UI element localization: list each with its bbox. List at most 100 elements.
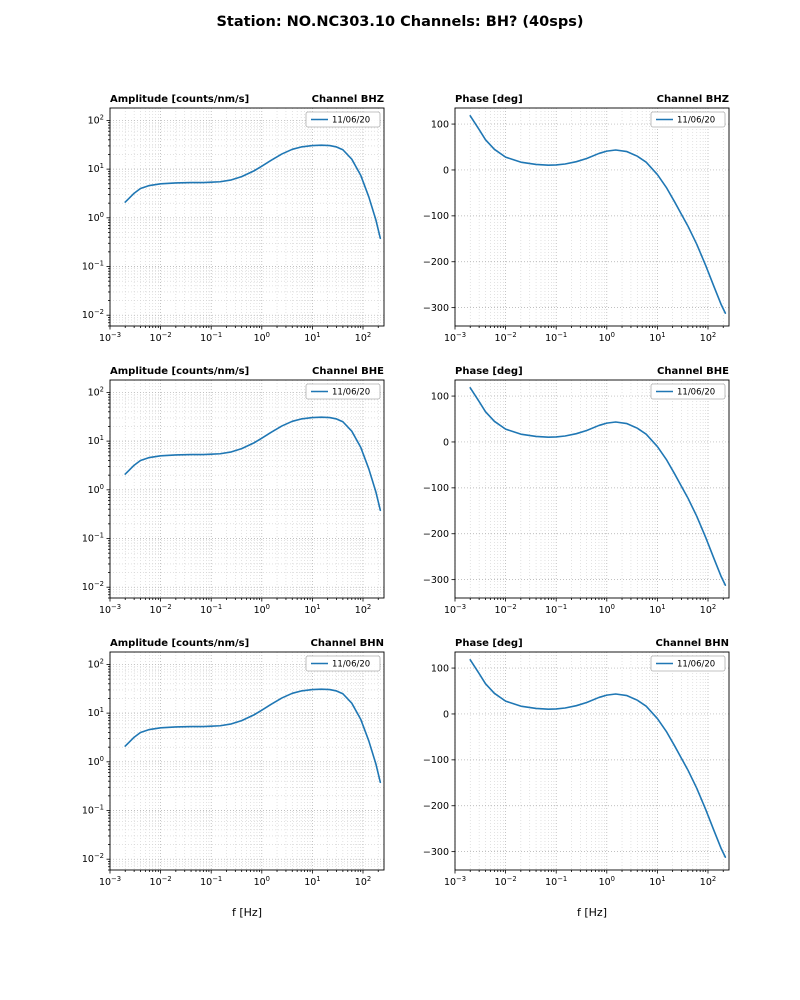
svg-text:10−1: 10−1 bbox=[200, 875, 222, 888]
svg-text:101: 101 bbox=[304, 331, 320, 344]
plot-svg: 10−3 10−2 10−1 100 101 102 10−2 10−1 100 101 102 Am… bbox=[82, 94, 385, 344]
svg-text:101: 101 bbox=[649, 603, 665, 616]
svg-text:−200: −200 bbox=[423, 529, 449, 540]
response-curve bbox=[124, 416, 382, 512]
legend-label: 11/06/20 bbox=[677, 660, 715, 670]
legend-label: 11/06/20 bbox=[332, 116, 370, 126]
minor-grid bbox=[469, 652, 724, 870]
svg-text:102: 102 bbox=[355, 603, 371, 616]
tick-labels: 10−3 10−2 10−1 100 101 102 10−2 10−1 100 101 102 bbox=[82, 657, 371, 888]
axes-frame bbox=[109, 107, 385, 327]
svg-text:0: 0 bbox=[443, 709, 449, 720]
response-curve bbox=[469, 115, 727, 314]
svg-text:100: 100 bbox=[599, 875, 615, 888]
svg-text:102: 102 bbox=[700, 603, 716, 616]
svg-text:101: 101 bbox=[649, 875, 665, 888]
figure-title: Station: NO.NC303.10 Channels: BH? (40sp… bbox=[216, 14, 584, 30]
subplot-title-right: Channel BHE bbox=[657, 366, 729, 377]
plot-svg: 10−3 10−2 10−1 100 101 102 10−2 10−1 100 101 102 Am… bbox=[82, 366, 385, 616]
response-curve bbox=[469, 387, 727, 586]
subplot-title-left: Amplitude [counts/nm/s] bbox=[110, 94, 249, 105]
legend-label: 11/06/20 bbox=[332, 660, 370, 670]
minor-grid bbox=[469, 380, 724, 598]
subplot-title-left: Phase [deg] bbox=[455, 94, 523, 105]
svg-text:−300: −300 bbox=[423, 303, 449, 314]
tick-labels: 10−3 10−2 10−1 100 101 102 100 0 −100 −200 −300 bbox=[423, 663, 716, 888]
svg-text:102: 102 bbox=[88, 657, 104, 670]
legend: 11/06/20 bbox=[305, 111, 381, 128]
response-curve bbox=[124, 688, 382, 784]
plot-svg: 10−3 10−2 10−1 100 101 102 100 0 −100 −200 −300 Pha… bbox=[423, 638, 730, 888]
svg-text:100: 100 bbox=[599, 331, 615, 344]
svg-text:10−2: 10−2 bbox=[82, 852, 104, 865]
subplot-title-right: Channel BHN bbox=[656, 638, 730, 649]
tick-marks bbox=[451, 395, 724, 602]
minor-grid bbox=[469, 108, 724, 326]
svg-text:10−1: 10−1 bbox=[82, 804, 104, 817]
response-curve bbox=[124, 144, 382, 240]
tick-marks bbox=[106, 392, 379, 602]
svg-text:10−2: 10−2 bbox=[150, 331, 172, 344]
legend: 11/06/20 bbox=[305, 655, 381, 672]
subplot-title-right: Channel BHN bbox=[311, 638, 385, 649]
svg-text:100: 100 bbox=[254, 331, 270, 344]
plot-svg: 10−3 10−2 10−1 100 101 102 10−2 10−1 100 101 102 Am… bbox=[82, 638, 385, 888]
svg-text:10−2: 10−2 bbox=[495, 875, 517, 888]
major-grid bbox=[109, 380, 384, 598]
svg-text:102: 102 bbox=[88, 113, 104, 126]
subplot-title-left: Amplitude [counts/nm/s] bbox=[110, 366, 249, 377]
svg-text:100: 100 bbox=[254, 875, 270, 888]
svg-text:101: 101 bbox=[88, 434, 104, 447]
tick-labels: 10−3 10−2 10−1 100 101 102 10−2 10−1 100 101 102 bbox=[82, 113, 371, 344]
legend: 11/06/20 bbox=[650, 655, 726, 672]
svg-text:10−3: 10−3 bbox=[99, 875, 121, 888]
svg-text:10−1: 10−1 bbox=[82, 260, 104, 273]
svg-text:−300: −300 bbox=[423, 847, 449, 858]
minor-grid bbox=[110, 380, 384, 599]
major-grid bbox=[454, 652, 729, 870]
svg-text:10−1: 10−1 bbox=[545, 603, 567, 616]
svg-text:10−2: 10−2 bbox=[495, 331, 517, 344]
axes-frame bbox=[454, 651, 730, 871]
svg-text:101: 101 bbox=[88, 162, 104, 175]
legend: 11/06/20 bbox=[650, 111, 726, 128]
svg-text:10−3: 10−3 bbox=[444, 875, 466, 888]
subplot-title-left: Phase [deg] bbox=[455, 366, 523, 377]
subplot-title-right: Channel BHZ bbox=[657, 94, 729, 105]
svg-text:100: 100 bbox=[88, 483, 104, 496]
legend-label: 11/06/20 bbox=[677, 388, 715, 398]
subplot-amplitude-bhe: 10−3 10−2 10−1 100 101 102 10−2 10−1 100 101 102 Am… bbox=[62, 360, 392, 628]
minor-grid bbox=[110, 108, 384, 327]
subplot-phase-bhn: 10−3 10−2 10−1 100 101 102 100 0 −100 −200 −300 Pha… bbox=[407, 632, 737, 900]
response-curve bbox=[469, 659, 727, 858]
tick-marks bbox=[106, 120, 379, 330]
axes-frame bbox=[454, 379, 730, 599]
svg-text:10−3: 10−3 bbox=[444, 603, 466, 616]
subplot-phase-bhe: 10−3 10−2 10−1 100 101 102 100 0 −100 −200 −300 Pha… bbox=[407, 360, 737, 628]
svg-text:101: 101 bbox=[88, 706, 104, 719]
svg-text:10−1: 10−1 bbox=[82, 532, 104, 545]
plot-svg: 10−3 10−2 10−1 100 101 102 100 0 −100 −200 −300 Pha… bbox=[423, 366, 730, 616]
plot-svg: 10−3 10−2 10−1 100 101 102 100 0 −100 −200 −300 Pha… bbox=[423, 94, 730, 344]
svg-text:10−3: 10−3 bbox=[99, 331, 121, 344]
svg-text:−200: −200 bbox=[423, 257, 449, 268]
tick-labels: 10−3 10−2 10−1 100 101 102 10−2 10−1 100 101 102 bbox=[82, 385, 371, 616]
axes-frame bbox=[109, 379, 385, 599]
svg-text:−300: −300 bbox=[423, 575, 449, 586]
tick-labels: 10−3 10−2 10−1 100 101 102 100 0 −100 −200 −300 bbox=[423, 391, 716, 616]
tick-marks bbox=[451, 667, 724, 874]
tick-labels: 10−3 10−2 10−1 100 101 102 100 0 −100 −200 −300 bbox=[423, 119, 716, 344]
svg-text:102: 102 bbox=[355, 875, 371, 888]
svg-text:100: 100 bbox=[254, 603, 270, 616]
svg-text:−100: −100 bbox=[423, 483, 449, 494]
svg-text:100: 100 bbox=[599, 603, 615, 616]
subplot-title-left: Amplitude [counts/nm/s] bbox=[110, 638, 249, 649]
subplot-title-left: Phase [deg] bbox=[455, 638, 523, 649]
xlabel-right: f [Hz] bbox=[577, 906, 607, 919]
minor-grid bbox=[110, 652, 384, 871]
axes-frame bbox=[454, 107, 730, 327]
svg-text:102: 102 bbox=[700, 875, 716, 888]
svg-text:102: 102 bbox=[355, 331, 371, 344]
subplot-amplitude-bhz: 10−3 10−2 10−1 100 101 102 10−2 10−1 100 101 102 Am… bbox=[62, 88, 392, 356]
svg-text:10−1: 10−1 bbox=[200, 331, 222, 344]
